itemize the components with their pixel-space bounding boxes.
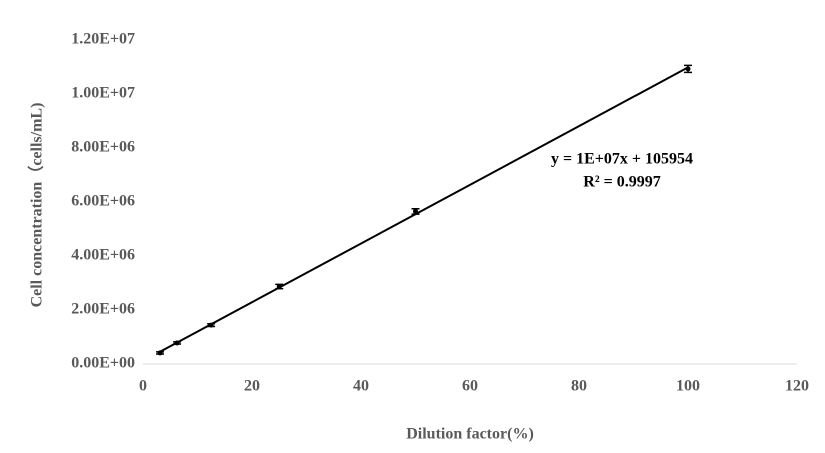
x-tick-label: 20 [244,378,260,395]
x-tick-label: 120 [785,378,809,395]
data-point [413,208,418,214]
y-tick-label: 4.00E+06 [71,247,135,264]
r-squared-label: R² = 0.9997 [583,174,660,191]
x-axis-label: Dilution factor(%) [406,426,534,443]
y-tick-label: 0.00E+00 [71,355,135,372]
y-tick-label: 1.00E+07 [71,85,135,102]
x-tick-label: 100 [676,378,700,395]
data-point [208,322,214,328]
y-tick-label: 2.00E+06 [71,301,135,318]
x-tick-label: 80 [571,378,587,395]
data-point [174,340,180,346]
y-tick-label: 8.00E+06 [71,139,135,156]
trend-line [159,66,689,353]
data-point [157,350,163,356]
equation-label: y = 1E+07x + 105954 [551,151,693,168]
x-tick-label: 0 [139,378,147,395]
y-tick-label: 6.00E+06 [71,193,135,210]
x-tick-label: 40 [353,378,369,395]
y-tick-label: 1.20E+07 [71,31,135,48]
data-point [685,66,691,72]
x-tick-label: 60 [462,378,478,395]
y-axis-label: Cell concentration（cells/mL) [28,103,46,308]
data-point [276,284,282,290]
